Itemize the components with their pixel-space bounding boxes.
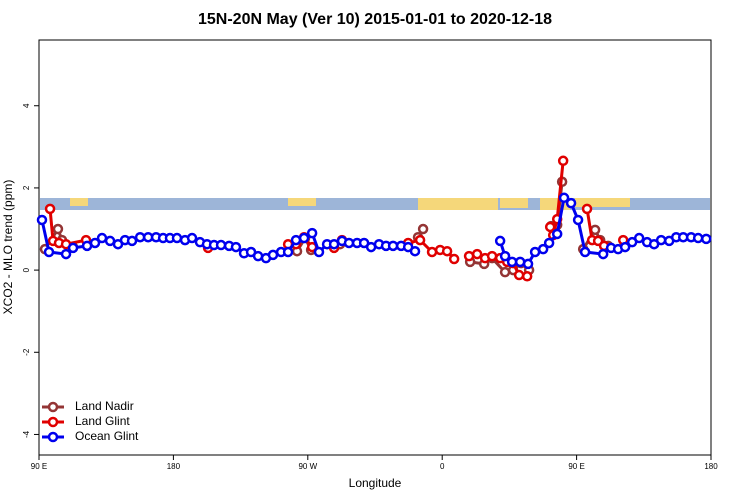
point xyxy=(513,269,525,281)
point xyxy=(521,271,533,282)
point xyxy=(581,203,593,215)
point xyxy=(499,266,511,278)
point xyxy=(306,227,318,239)
x-tick-label: 180 xyxy=(704,462,718,471)
point xyxy=(36,214,48,226)
y-tick-label: 0 xyxy=(22,267,31,272)
legend-marker xyxy=(47,431,59,443)
map-strip xyxy=(40,198,710,210)
y-tick-label: -2 xyxy=(22,348,31,356)
chart-title: 15N-20N May (Ver 10) 2015-01-01 to 2020-… xyxy=(198,11,552,28)
point xyxy=(506,256,518,268)
point xyxy=(171,232,183,244)
point xyxy=(537,243,549,255)
point xyxy=(290,234,302,246)
plot-frame xyxy=(38,39,712,456)
point xyxy=(126,235,138,247)
point xyxy=(486,250,498,262)
point xyxy=(522,258,534,270)
point xyxy=(89,237,101,249)
point xyxy=(43,246,55,258)
point xyxy=(499,250,511,262)
point xyxy=(298,232,310,244)
legend-marker xyxy=(47,416,59,428)
point xyxy=(597,248,609,260)
series-line xyxy=(50,161,623,276)
x-tick-label: 180 xyxy=(167,462,181,471)
point xyxy=(134,231,146,243)
point xyxy=(417,223,429,235)
point xyxy=(471,248,483,260)
point xyxy=(313,246,325,258)
point xyxy=(215,239,227,251)
point xyxy=(441,245,453,257)
y-axis-label: XCO2 - MLO trend (ppm) xyxy=(1,180,15,315)
point xyxy=(186,232,198,244)
x-tick-label: 90 E xyxy=(31,462,47,471)
legend-marker xyxy=(47,401,59,413)
point xyxy=(387,240,399,252)
point xyxy=(529,246,541,258)
point xyxy=(544,221,556,233)
point xyxy=(343,237,355,249)
point xyxy=(409,245,421,257)
point xyxy=(572,214,584,226)
point xyxy=(463,250,475,262)
point xyxy=(579,246,591,258)
point xyxy=(448,253,460,265)
x-tick-label: 0 xyxy=(440,462,445,471)
point xyxy=(414,234,426,246)
point xyxy=(426,246,438,258)
point xyxy=(557,155,569,167)
point xyxy=(543,237,555,249)
point xyxy=(565,197,577,209)
point xyxy=(551,228,563,240)
legend-label: Land Glint xyxy=(75,414,130,428)
point xyxy=(282,246,294,258)
x-axis-label: Longitude xyxy=(349,476,402,490)
point xyxy=(267,249,279,261)
point xyxy=(60,248,72,260)
point xyxy=(692,232,704,244)
y-tick-label: -4 xyxy=(22,430,31,438)
legend-label: Land Nadir xyxy=(75,399,134,413)
point xyxy=(633,232,645,244)
point xyxy=(52,223,64,235)
point xyxy=(230,241,242,253)
point xyxy=(96,232,108,244)
y-tick-label: 2 xyxy=(22,185,31,190)
point xyxy=(619,241,631,253)
legend-label: Ocean Glint xyxy=(75,429,139,443)
x-tick-label: 90 W xyxy=(298,462,317,471)
point xyxy=(494,235,506,247)
point xyxy=(67,242,79,254)
x-tick-label: 90 E xyxy=(568,462,584,471)
point xyxy=(655,234,667,246)
point xyxy=(700,233,712,245)
point xyxy=(558,192,570,204)
y-tick-label: 4 xyxy=(22,103,31,108)
point xyxy=(44,203,56,215)
